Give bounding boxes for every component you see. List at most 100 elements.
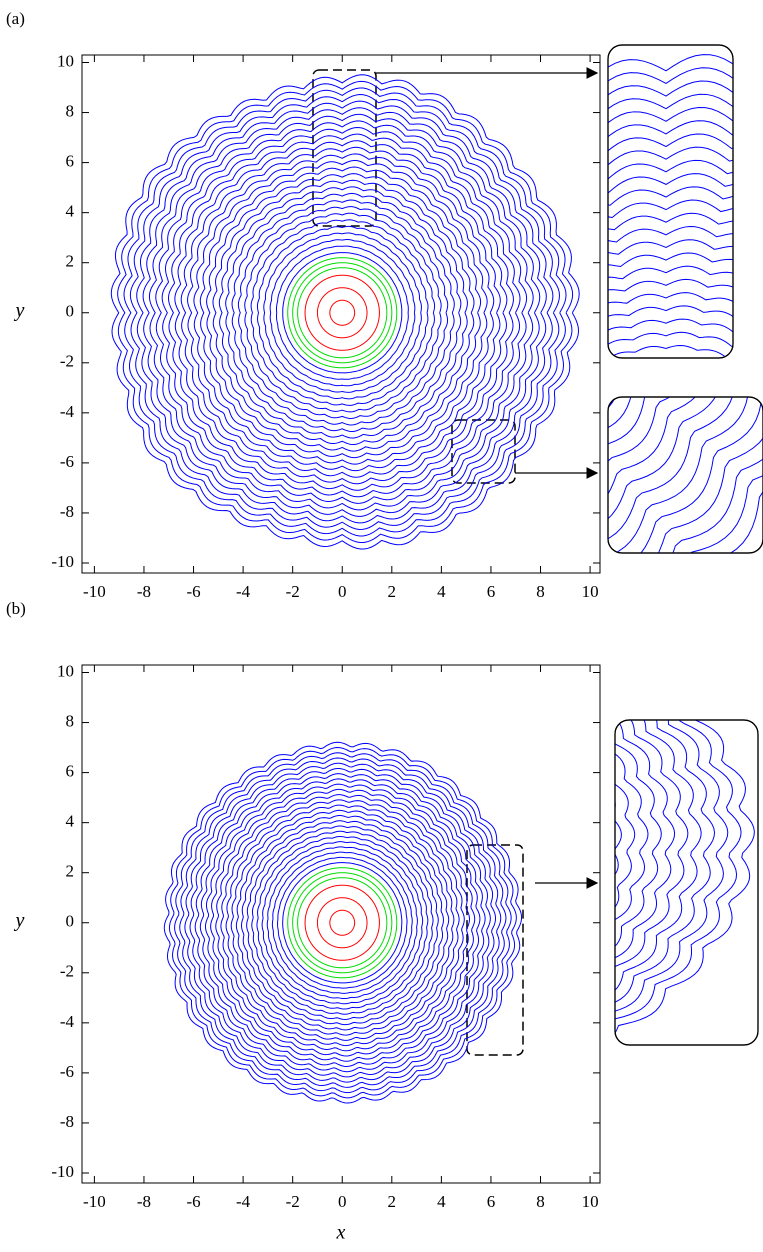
y-tick-label: 6 <box>66 762 75 781</box>
front <box>213 180 474 444</box>
front <box>317 898 367 948</box>
front <box>276 246 408 379</box>
x-tick-label: 2 <box>388 582 397 601</box>
front <box>298 878 387 968</box>
front <box>200 779 485 1067</box>
front <box>293 873 392 973</box>
y-tick-label: -8 <box>60 502 74 521</box>
front <box>190 768 496 1076</box>
y-tick-label: 0 <box>66 302 75 321</box>
front <box>262 842 423 1004</box>
y-tick-label: -4 <box>60 402 75 421</box>
plot-frame <box>81 664 601 1184</box>
front <box>185 763 501 1082</box>
y-axis-label: y <box>14 300 25 322</box>
front <box>267 847 417 999</box>
front <box>168 134 520 490</box>
front <box>330 910 355 935</box>
x-tick-label: 0 <box>338 582 347 601</box>
x-tick-label: -2 <box>286 582 300 601</box>
x-tick-label: 4 <box>437 1192 446 1211</box>
front <box>231 810 454 1035</box>
y-tick-label: -10 <box>51 1162 74 1181</box>
inset-frame <box>614 719 759 1046</box>
front <box>298 268 387 358</box>
front <box>180 758 506 1087</box>
front <box>124 88 566 536</box>
y-tick-label: 10 <box>57 661 74 680</box>
front <box>162 128 526 497</box>
front <box>270 240 415 386</box>
x-tick-label: 4 <box>437 582 446 601</box>
front <box>238 207 447 419</box>
front <box>257 836 428 1009</box>
front <box>211 789 475 1056</box>
front <box>278 857 408 988</box>
zoom-box <box>466 844 524 1056</box>
front <box>232 200 454 425</box>
front <box>143 108 546 517</box>
front <box>245 213 441 412</box>
front <box>188 154 501 471</box>
front <box>164 742 521 1103</box>
x-tick-label: 8 <box>536 582 545 601</box>
front <box>330 300 355 325</box>
front <box>111 75 579 549</box>
front <box>118 81 573 542</box>
front <box>257 226 428 398</box>
x-tick-label: -6 <box>186 1192 200 1211</box>
x-tick-label: -8 <box>137 1192 151 1211</box>
inset-frame <box>607 44 734 359</box>
front <box>216 795 470 1051</box>
x-tick-label: -10 <box>83 1192 106 1211</box>
front <box>293 263 392 363</box>
y-tick-label: 8 <box>66 711 75 730</box>
x-tick-label: -10 <box>83 582 106 601</box>
panel-label: (a) <box>6 9 25 28</box>
front <box>247 826 439 1019</box>
front <box>317 288 367 338</box>
y-axis-label: y <box>14 910 25 932</box>
front <box>169 748 516 1098</box>
y-tick-label: -10 <box>51 552 74 571</box>
x-tick-label: -4 <box>236 582 251 601</box>
y-tick-label: 0 <box>66 912 75 931</box>
x-tick-label: -8 <box>137 582 151 601</box>
x-tick-label: -2 <box>286 1192 300 1211</box>
x-tick-label: 10 <box>582 582 599 601</box>
front <box>252 831 433 1014</box>
front <box>283 253 402 373</box>
front <box>156 121 533 503</box>
y-tick-label: 4 <box>66 812 75 831</box>
front <box>288 868 397 978</box>
front <box>149 114 539 510</box>
y-tick-label: 4 <box>66 202 75 221</box>
front <box>288 258 397 368</box>
front <box>219 187 467 438</box>
x-tick-label: -4 <box>236 1192 251 1211</box>
x-tick-label: 0 <box>338 1192 347 1211</box>
y-tick-label: -2 <box>60 352 74 371</box>
front <box>221 800 464 1046</box>
front <box>181 147 507 477</box>
plot-frame <box>81 54 601 574</box>
fronts <box>164 742 521 1103</box>
front <box>207 174 481 451</box>
y-tick-label: 6 <box>66 152 75 171</box>
x-tick-label: 10 <box>582 1192 599 1211</box>
zoom-box <box>312 69 377 227</box>
fronts <box>111 75 579 549</box>
front <box>205 784 479 1061</box>
x-tick-label: -6 <box>186 582 200 601</box>
y-tick-label: -8 <box>60 1112 74 1131</box>
front <box>226 805 459 1040</box>
x-tick-label: 6 <box>487 582 496 601</box>
y-tick-label: -6 <box>60 452 74 471</box>
y-tick-label: 2 <box>66 862 75 881</box>
front <box>175 753 512 1093</box>
y-tick-label: 8 <box>66 101 75 120</box>
y-tick-label: 2 <box>66 252 75 271</box>
x-tick-label: 6 <box>487 1192 496 1211</box>
x-tick-label: 8 <box>536 1192 545 1211</box>
front <box>137 101 553 523</box>
